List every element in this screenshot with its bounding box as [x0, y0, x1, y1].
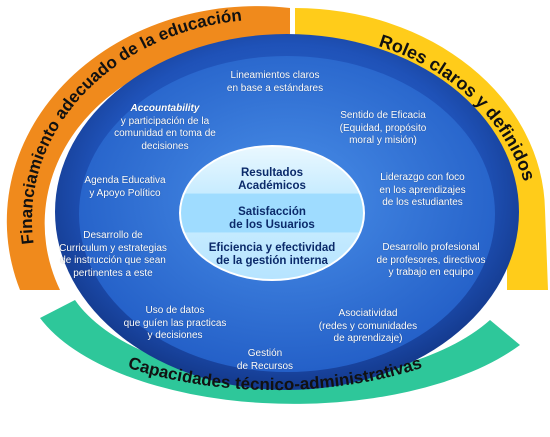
- item-asociatividad: Asociatividad (redes y comunidades de ap…: [308, 308, 428, 346]
- item-profesional-line: y trabajo en equipo: [388, 267, 474, 278]
- orange-band: [6, 6, 291, 290]
- core-satisfaccion: Satisfacción de los Usuarios: [212, 206, 332, 232]
- item-datos-line: que guíen las practicas: [123, 317, 227, 329]
- item-asociatividad-line: de aprendizaje): [333, 333, 403, 344]
- item-liderazgo-line: Liderazgo con foco: [380, 172, 465, 183]
- item-asociatividad-line: (redes y comunidades: [318, 320, 418, 332]
- item-agenda-line: y Apoyo Político: [89, 187, 161, 199]
- core-top-line-2: Académicos: [238, 180, 306, 192]
- item-profesional-line: Desarrollo profesional: [382, 242, 480, 253]
- item-accountability: Accountability y participación de la com…: [100, 103, 230, 153]
- item-curriculum-line: Desarrollo de: [83, 230, 143, 241]
- item-datos-line: y decisiones: [147, 330, 203, 341]
- item-eficacia-line: Sentido de Eficacia: [340, 110, 426, 121]
- item-eficacia-line: moral y misión): [349, 135, 417, 146]
- core-eficiencia: Eficiencia y efectividad de la gestión i…: [192, 242, 352, 268]
- item-profesional-line: de profesores, directivos: [376, 254, 486, 266]
- item-agenda: Agenda Educativa y Apoyo Político: [70, 175, 180, 200]
- core-bottom-line-1: Eficiencia y efectividad: [208, 242, 336, 254]
- item-accountability-line: y participación de la: [120, 115, 210, 127]
- item-gestion: Gestión de Recursos: [225, 348, 305, 373]
- item-curriculum: Desarrollo de Curriculum y estrategias d…: [48, 230, 178, 280]
- core-middle-line-1: Satisfacción: [238, 206, 306, 218]
- core-resultados: Resultados Académicos: [212, 167, 332, 193]
- item-gestion-line: de Recursos: [236, 360, 294, 372]
- item-lineamientos-line: Lineamientos claros: [230, 70, 320, 81]
- item-profesional: Desarrollo profesional de profesores, di…: [366, 242, 496, 280]
- item-liderazgo-line: de los estudiantes: [382, 197, 463, 208]
- item-liderazgo: Liderazgo con foco en los aprendizajes d…: [365, 172, 480, 210]
- core-top-line-1: Resultados: [241, 167, 303, 179]
- core-ellipse: [179, 145, 365, 281]
- core-middle-line-2: de los Usuarios: [229, 219, 315, 231]
- item-accountability-title: Accountability: [130, 103, 200, 114]
- item-datos-line: Uso de datos: [145, 305, 205, 316]
- teal-band: [40, 300, 520, 404]
- item-lineamientos: Lineamientos claros en base a estándares: [210, 70, 340, 95]
- item-curriculum-line: pertinentes a este: [73, 267, 153, 279]
- item-datos: Uso de datos que guíen las practicas y d…: [110, 305, 240, 343]
- item-liderazgo-line: en los aprendizajes: [379, 184, 466, 196]
- item-accountability-line: decisiones: [141, 140, 189, 152]
- core-bottom-line-2: de la gestión interna: [216, 255, 328, 267]
- item-eficacia-line: (Equidad, propósito: [339, 122, 427, 134]
- item-gestion-line: Gestión: [247, 348, 283, 359]
- item-lineamientos-line: en base a estándares: [226, 82, 324, 94]
- item-eficacia: Sentido de Eficacia (Equidad, propósito …: [318, 110, 448, 148]
- item-agenda-line: Agenda Educativa: [84, 175, 166, 186]
- item-curriculum-line: de instrucción que sean: [60, 255, 166, 266]
- item-accountability-line: comunidad en toma de: [114, 128, 216, 139]
- item-curriculum-line: Curriculum y estrategias: [59, 242, 167, 254]
- item-asociatividad-line: Asociatividad: [338, 308, 398, 319]
